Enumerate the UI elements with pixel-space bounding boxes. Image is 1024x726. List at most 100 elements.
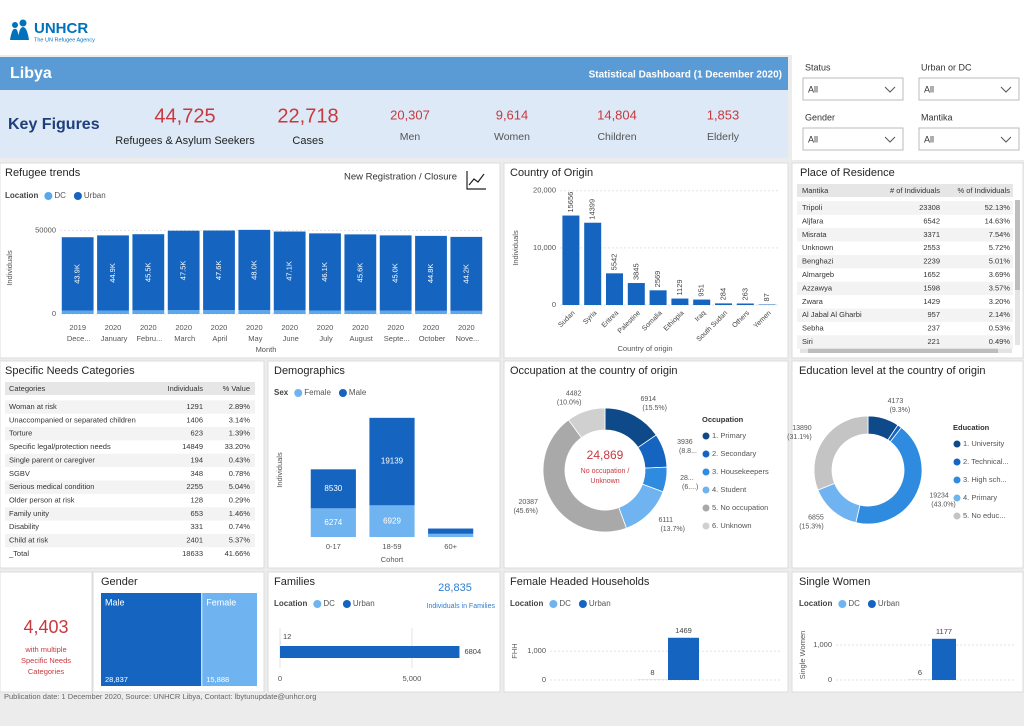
table-cell: 2.89% [229,402,251,411]
data-label: 3936 (8.8... [677,439,697,455]
table-cell: Disability [9,522,39,531]
data-label: 45.0K [391,263,400,283]
table-cell: 653 [190,509,203,518]
table-cell: 7.54% [989,230,1011,239]
table-cell: 3.20% [989,297,1011,306]
bar [627,283,645,305]
filter-dropdown[interactable] [918,77,1020,101]
bar [309,310,341,314]
key-figure-value: 9,614 [496,107,529,122]
legend-label: 3. Housekeepers [712,467,769,476]
multi-needs-value: 4,403 [23,617,68,637]
table-cell: 348 [190,469,203,478]
legend-label: Male [349,388,367,397]
y-tick-label: 0 [552,300,556,309]
legend-label: 4. Student [712,485,747,494]
filter-dropdown[interactable] [802,127,904,151]
legend-marker [313,600,322,608]
x-axis-label: Month [256,345,277,354]
x-tick-label: 2020 May [246,323,263,343]
table-cell: 2239 [923,257,940,266]
panel-title: Single Women [799,576,870,588]
table-cell: 2255 [186,482,203,491]
bar [238,310,271,314]
data-label: 44.2K [461,264,470,284]
legend-label: Female [304,388,331,397]
key-figure-label: Refugees & Asylum Seekers [115,135,255,147]
table-cell: 1.46% [229,509,251,518]
data-label: 43.9K [73,264,82,284]
key-figure-label: Women [494,131,530,143]
table-header: Mantika [802,186,829,195]
key-figure-value: 44,725 [154,105,215,127]
table-cell: 5.72% [989,243,1011,252]
y-axis-label: Single Women [798,631,807,680]
filter-dropdown[interactable] [802,77,904,101]
scrollbar-thumb[interactable] [808,348,998,353]
filter-label: Urban or DC [921,62,972,72]
key-figure-label: Men [400,131,421,143]
table-row-bg [797,254,1013,269]
legend-label: 5. No educ... [963,511,1006,520]
treemap-label: Female [206,597,236,607]
table-row-bg [797,201,1013,215]
filter-dropdown[interactable] [918,127,1020,151]
legend-marker [953,476,961,484]
x-tick-label: 0-17 [326,542,341,551]
table-row-bg [5,453,255,468]
data-label: 46.1K [320,262,329,282]
table-cell: 1.39% [229,429,251,438]
table-header: Individuals [168,384,204,393]
bar [97,235,129,311]
bar [310,469,356,509]
data-label: 6914 (15.5%) [640,396,666,412]
table-cell: Serious medical condition [9,482,94,491]
legend-marker [702,522,710,530]
panel-title: Occupation at the country of origin [510,365,678,377]
data-label: 951 [697,284,706,297]
x-tick-label: 18-59 [382,542,401,551]
legend-marker [342,600,351,608]
y-tick-label: 1,000 [527,646,546,655]
panel-title: Families [274,576,315,588]
legend-label: Urban [589,599,611,608]
data-label: 6274 [324,518,342,527]
y-tick-label: 50000 [35,225,56,234]
table-cell: 0.53% [989,324,1011,333]
data-label: 20387 (45.6%) [512,499,539,515]
data-label: 4482 (10.0%) [555,391,582,407]
table-cell: _Total [8,549,29,558]
x-tick-label: 5,000 [402,674,421,683]
legend-title: Location [510,599,543,608]
data-label: 47.1K [285,261,294,281]
legend-title: Occupation [702,415,744,424]
treemap-value: 28,837 [105,675,128,684]
table-row-bg [5,480,255,494]
x-tick-label: 2020 June [280,323,298,343]
legend-label: 4. Primary [963,493,997,502]
data-label: 12 [283,632,291,641]
y-tick-label: 20,000 [533,186,556,195]
table-cell: 1406 [186,415,203,424]
x-tick-label: 2020 October [417,323,446,343]
y-axis-label: Individuals [511,230,520,266]
legend-marker [549,600,558,608]
data-label: 8530 [324,484,342,493]
key-figures-title: Key Figures [8,116,100,133]
data-label: 263 [740,288,749,301]
top-bar [0,0,1024,55]
bar [344,310,377,314]
table-cell: 1429 [923,297,940,306]
x-axis-label: Cohort [381,555,404,564]
legend-marker [702,486,710,494]
treemap-value: 15,888 [206,675,229,684]
data-label: 1129 [675,279,684,295]
center-label: No occupation / [581,468,630,475]
legend-marker [953,512,961,520]
chevron [1000,136,1012,143]
scrollbar-thumb[interactable] [1015,200,1020,290]
legend-label: Urban [353,599,375,608]
banner [0,57,788,90]
bar [273,231,306,311]
y-tick-label: 1,000 [813,640,832,649]
